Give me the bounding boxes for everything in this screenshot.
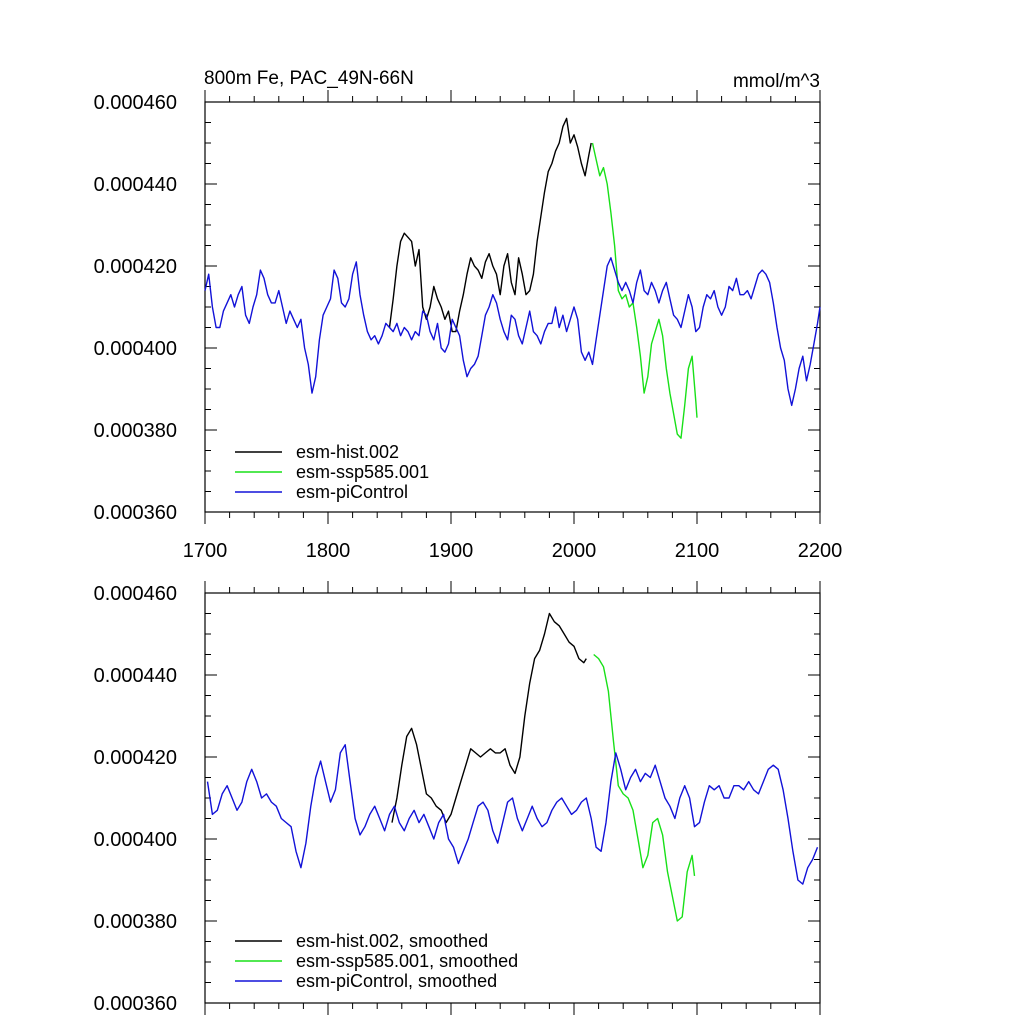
y-tick-label: 0.000400 [94, 338, 177, 360]
y-tick-label: 0.000360 [94, 993, 177, 1015]
series-line-ssp [591, 142, 698, 439]
legend-label-pi: esm-piControl, smoothed [296, 971, 497, 991]
x-tick-label: 2100 [675, 540, 720, 562]
series-line-ssp [593, 653, 696, 922]
y-tick-label: 0.000380 [94, 911, 177, 933]
legend-label-hist: esm-hist.002 [296, 442, 399, 462]
y-tick-label: 0.000360 [94, 502, 177, 524]
x-tick-label: 1800 [306, 540, 351, 562]
y-tick-label: 0.000420 [94, 256, 177, 278]
legend-label-ssp: esm-ssp585.001, smoothed [296, 951, 518, 971]
chart-title: 800m Fe, PAC_49N-66N [204, 68, 414, 89]
top-panel: 1700 1800 1900 2000 2100 2200 0.000360 0.000380… [94, 90, 843, 562]
y-tick-label: 0.000420 [94, 747, 177, 769]
x-tick-label: 1700 [183, 540, 228, 562]
legend-label-hist: esm-hist.002, smoothed [296, 931, 488, 951]
y-tick-label: 0.000400 [94, 829, 177, 851]
series-line-pi [204, 257, 821, 407]
series-line-hist [388, 117, 592, 333]
series-line-pi [206, 744, 819, 885]
series-line-hist [391, 612, 587, 824]
legend-label-ssp: esm-ssp585.001 [296, 462, 429, 482]
x-tick-label: 2200 [798, 540, 843, 562]
y-tick-label: 0.000440 [94, 665, 177, 687]
x-tick-label: 1900 [429, 540, 474, 562]
bottom-panel: 0.000360 0.000380 0.000400 0.000420 0.000440… [94, 581, 821, 1015]
legend-label-pi: esm-piControl [296, 482, 408, 502]
units-label: mmol/m^3 [733, 71, 820, 92]
y-tick-label: 0.000380 [94, 420, 177, 442]
y-tick-label: 0.000440 [94, 174, 177, 196]
y-tick-label: 0.000460 [94, 583, 177, 605]
y-tick-label: 0.000460 [94, 92, 177, 114]
x-tick-label: 2000 [552, 540, 597, 562]
